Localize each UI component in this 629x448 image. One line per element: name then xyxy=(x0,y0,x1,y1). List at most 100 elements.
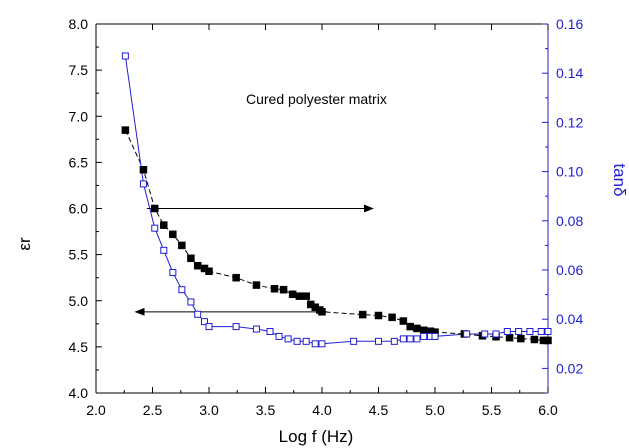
loss-tangent-point xyxy=(160,246,168,254)
loss-tangent-point xyxy=(431,332,439,340)
loss-tangent-point xyxy=(390,337,398,345)
loss-tangent-point xyxy=(350,337,358,345)
loss-tangent-point xyxy=(151,224,159,232)
loss-tangent-point xyxy=(544,328,552,335)
loss-tangent-point xyxy=(232,323,240,331)
x-tick-label: 4.5 xyxy=(369,402,389,418)
loss-tangent-point xyxy=(284,335,292,343)
arrows xyxy=(134,204,374,316)
permittivity-point xyxy=(178,241,186,250)
right-tick-label: 0.06 xyxy=(556,262,583,278)
permittivity-point xyxy=(374,311,383,320)
x-tick-label: 2.5 xyxy=(143,402,163,418)
loss-tangent-point xyxy=(252,325,260,333)
permittivity-point xyxy=(279,285,288,294)
loss-tangent-point xyxy=(205,323,213,331)
x-tick-label: 3.5 xyxy=(256,402,276,418)
left-axis-title: εr xyxy=(15,237,34,251)
right-tick-label: 0.08 xyxy=(556,213,583,229)
x-tick-label: 5.5 xyxy=(482,402,502,418)
right-tick-label: 0.04 xyxy=(556,311,583,327)
loss-tangent-point xyxy=(526,328,534,335)
loss-tangent-point xyxy=(406,335,414,343)
right-axis-title: tanδ xyxy=(610,163,629,196)
permittivity-point xyxy=(530,335,539,344)
left-tick-label: 8.0 xyxy=(69,16,89,32)
permittivity-point xyxy=(406,322,414,331)
permittivity-point xyxy=(295,292,304,300)
loss-tangent-point xyxy=(311,340,319,348)
permittivity-point xyxy=(399,317,408,325)
permittivity-point xyxy=(288,290,297,299)
permittivity-point xyxy=(252,281,261,289)
loss-tangent-point xyxy=(266,328,274,335)
permittivity-point xyxy=(302,292,310,300)
x-tick-label: 3.0 xyxy=(199,402,219,418)
permittivity-point xyxy=(318,308,326,316)
loss-tangent-point xyxy=(200,318,208,326)
left-tick-label: 5.5 xyxy=(69,247,89,263)
loss-tangent-point xyxy=(302,337,310,345)
right-tick-label: 0.10 xyxy=(556,164,583,180)
loss-tangent-point xyxy=(537,328,545,335)
loss-tangent-point xyxy=(169,268,177,276)
permittivity-point xyxy=(139,166,148,174)
permittivity-point xyxy=(358,310,367,319)
left-axis-ticks: 4.0 4.5 5.0 5.5 6.0 6.5 7.0 7.5 8.0 xyxy=(69,16,102,401)
loss-tangent-point xyxy=(503,328,511,335)
annotation-label: Cured polyester matrix xyxy=(246,91,387,107)
left-tick-label: 6.0 xyxy=(69,201,89,217)
right-tick-label: 0.02 xyxy=(556,360,583,376)
loss-tangent-point xyxy=(420,332,428,340)
permittivity-point xyxy=(517,334,525,343)
permittivity-point xyxy=(205,267,213,275)
permittivity-point xyxy=(270,285,279,293)
loss-tangent-point xyxy=(194,310,202,318)
permittivity-point xyxy=(413,324,421,333)
loss-tangent-point xyxy=(492,330,500,338)
left-tick-label: 7.0 xyxy=(69,108,89,124)
permittivity-point xyxy=(160,221,168,229)
left-tick-label: 7.5 xyxy=(69,62,89,78)
loss-tangent-point xyxy=(275,332,283,340)
loss-tangent-point xyxy=(515,328,523,335)
permittivity-point xyxy=(169,230,177,239)
loss-tangent-point xyxy=(413,335,421,343)
permittivity-point xyxy=(388,313,396,322)
permittivity-point xyxy=(505,333,514,342)
permittivity-point xyxy=(232,273,240,282)
permittivity-point xyxy=(193,261,202,270)
permittivity-point xyxy=(187,254,195,263)
loss-tangent-point xyxy=(121,52,129,60)
x-tick-label: 5.0 xyxy=(425,402,445,418)
permittivity-line xyxy=(124,129,548,341)
left-tick-label: 4.0 xyxy=(69,385,89,401)
loss-tangent-point xyxy=(178,286,186,294)
permittivity-point xyxy=(544,336,552,345)
right-tick-label: 0.16 xyxy=(556,16,583,32)
loss-tangent-point xyxy=(463,330,471,338)
left-tick-label: 6.5 xyxy=(69,154,89,170)
x-tick-label: 6.0 xyxy=(538,402,558,418)
right-tick-label: 0.14 xyxy=(556,65,583,81)
loss-tangent-point xyxy=(293,337,301,345)
loss-tangent-point xyxy=(187,298,195,306)
right-axis-ticks: 0.02 0.04 0.06 0.08 0.10 0.12 0.14 0.16 xyxy=(542,16,583,394)
series-points xyxy=(121,52,552,348)
permittivity-point xyxy=(419,326,428,335)
loss-tangent-point xyxy=(481,330,489,338)
permittivity-point xyxy=(121,126,130,134)
x-tick-label: 2.0 xyxy=(86,402,106,418)
right-tick-label: 0.12 xyxy=(556,114,583,130)
permittivity-point xyxy=(151,204,159,213)
left-tick-label: 5.0 xyxy=(69,293,89,309)
loss-tangent-point xyxy=(399,335,407,343)
x-axis-ticks: 2.0 2.5 3.0 3.5 4.0 4.5 5.0 5.5 6.0 xyxy=(86,24,558,418)
x-tick-label: 4.0 xyxy=(312,402,332,418)
left-tick-label: 4.5 xyxy=(69,339,89,355)
loss-tangent-point xyxy=(375,337,382,345)
loss-tangent-point xyxy=(318,340,326,348)
loss-tangent-point xyxy=(139,180,147,188)
x-axis-title: Log f (Hz) xyxy=(279,427,354,446)
